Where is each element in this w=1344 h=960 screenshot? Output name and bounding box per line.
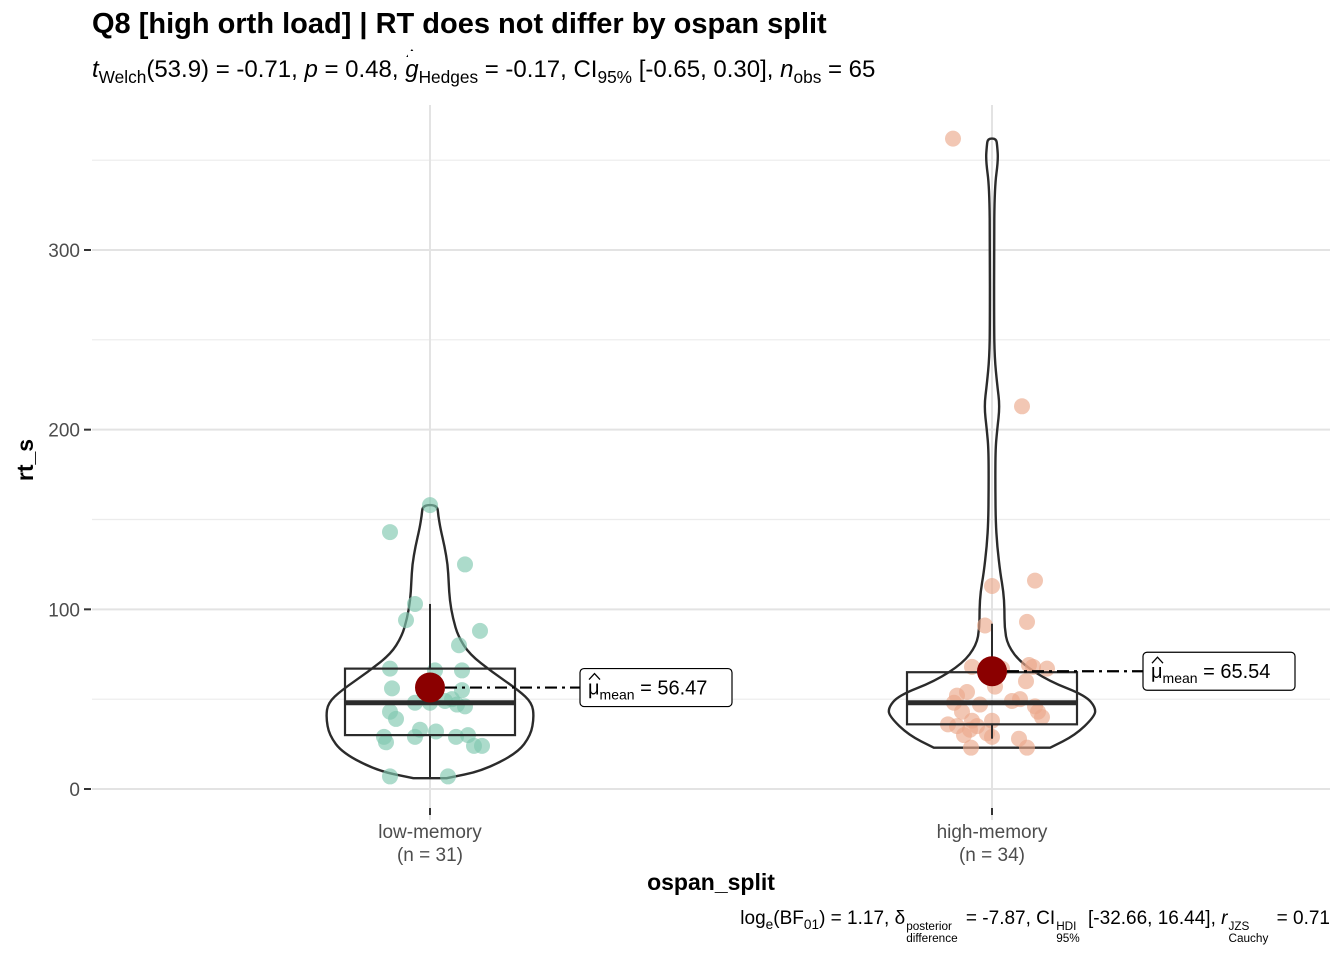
mean-label-sub: mean xyxy=(1163,670,1198,686)
tick-layer: 0 100 200 300 low-memory(n = 31) high-memory(… xyxy=(48,241,1048,866)
p-label: p xyxy=(304,56,318,83)
x-tick-label: high-memory xyxy=(937,822,1048,843)
data-point xyxy=(964,658,980,675)
delta-value: = -7.87, CI xyxy=(960,908,1056,929)
mean-label-hat xyxy=(588,672,601,680)
n-label: n xyxy=(780,56,794,83)
data-point xyxy=(977,617,993,634)
delta-sup: posterior xyxy=(906,920,952,934)
r-scripts: JZS Cauchy xyxy=(1228,921,1268,945)
log-sub: e xyxy=(765,916,774,932)
data-point xyxy=(382,524,398,541)
bf-sub: 01 xyxy=(803,916,820,932)
t-stat: (53.9) = -0.71, xyxy=(146,56,305,83)
data-point xyxy=(454,662,470,679)
y-tick-label: 200 xyxy=(48,421,80,442)
data-point xyxy=(1019,739,1035,756)
delta-scripts: posterior difference xyxy=(906,921,957,945)
r-label: r xyxy=(1221,908,1228,929)
bf-value: ) = 1.17, xyxy=(819,908,895,929)
g-sub: Hedges xyxy=(418,67,479,88)
data-point xyxy=(956,727,972,744)
data-point xyxy=(384,680,400,697)
data-point xyxy=(1014,398,1030,415)
data-point xyxy=(407,728,423,745)
data-point xyxy=(1034,709,1050,726)
data-point xyxy=(398,612,414,629)
r-sub: Cauchy xyxy=(1228,932,1269,946)
p-value: = 0.48, xyxy=(317,56,406,83)
mean-label-text: μmean = 65.54 xyxy=(1151,661,1270,686)
g-value: = -0.17, CI xyxy=(478,56,598,83)
mean-label-mu: μ xyxy=(1151,661,1163,683)
chart-title: Q8 [high orth load] | RT does not differ… xyxy=(92,8,827,40)
mean-label-hat xyxy=(1151,656,1164,664)
grid-layer xyxy=(92,105,1330,820)
data-point xyxy=(1021,657,1037,674)
data-point xyxy=(945,130,961,147)
mean-label-sub: mean xyxy=(600,687,635,703)
delta-sub: difference xyxy=(906,932,958,946)
points-layer xyxy=(376,130,1055,785)
hdi-sup: HDI xyxy=(1056,920,1077,934)
hdi-sub: 95% xyxy=(1056,932,1080,946)
data-point xyxy=(440,768,456,785)
mean-label-mu: μ xyxy=(588,678,600,700)
r-sup: JZS xyxy=(1228,920,1250,934)
x-tick-count: (n = 31) xyxy=(397,845,463,866)
data-point xyxy=(1039,660,1055,677)
data-point xyxy=(448,728,464,745)
chart-caption: loge(BF01) = 1.17, δ posterior difference … xyxy=(740,908,1330,945)
log-label: log xyxy=(740,908,766,929)
ci-sub: 95% xyxy=(597,67,633,88)
n-sub: obs xyxy=(793,67,822,88)
data-point xyxy=(959,683,975,700)
chart-subtitle: tWelch(53.9) = -0.71, p = 0.48, gHedges … xyxy=(92,56,875,88)
mean-label-box xyxy=(1142,651,1296,691)
data-point xyxy=(472,622,488,639)
ci-value: [-0.65, 0.30], xyxy=(632,56,781,83)
data-point xyxy=(963,739,979,756)
data-point xyxy=(378,734,394,751)
data-point xyxy=(474,737,490,754)
mean-label-box xyxy=(579,667,733,708)
mean-label: μmean = 56.47 xyxy=(579,667,733,708)
t-label: t xyxy=(92,56,99,83)
data-point xyxy=(388,710,404,727)
delta-label: δ xyxy=(894,908,906,929)
data-point xyxy=(407,595,423,612)
y-tick-label: 300 xyxy=(48,241,80,262)
data-point xyxy=(1027,572,1043,589)
mean-label-text: μmean = 56.47 xyxy=(588,678,707,703)
x-axis-title: ospan_split xyxy=(647,869,775,895)
data-point xyxy=(451,637,467,654)
data-point xyxy=(422,497,438,514)
data-point xyxy=(984,577,1000,594)
x-tick-count: (n = 34) xyxy=(959,845,1025,866)
mean-point xyxy=(977,656,1007,687)
y-axis-title: rt_s xyxy=(12,439,38,481)
mean-point xyxy=(415,672,445,703)
data-point xyxy=(1018,673,1034,690)
y-tick-label: 100 xyxy=(48,600,80,621)
hdi-value: [-32.66, 16.44], xyxy=(1082,908,1222,929)
violin-high-memory xyxy=(887,137,1097,749)
data-point xyxy=(1019,613,1035,630)
mean-label: μmean = 65.54 xyxy=(1142,651,1296,691)
data-point xyxy=(382,768,398,785)
hdi-scripts: HDI 95% xyxy=(1056,921,1080,945)
y-tick-label: 0 xyxy=(69,780,80,801)
x-tick-label: low-memory xyxy=(378,822,482,843)
bf-open: (BF xyxy=(773,908,804,929)
r-value: = 0.71 xyxy=(1271,908,1330,929)
data-point xyxy=(457,556,473,573)
mean-label-value: = 65.54 xyxy=(1198,661,1271,683)
n-value: = 65 xyxy=(821,56,876,83)
g-label: g xyxy=(405,56,419,83)
mean-label-value: = 56.47 xyxy=(635,678,708,700)
t-sub: Welch xyxy=(98,67,147,88)
